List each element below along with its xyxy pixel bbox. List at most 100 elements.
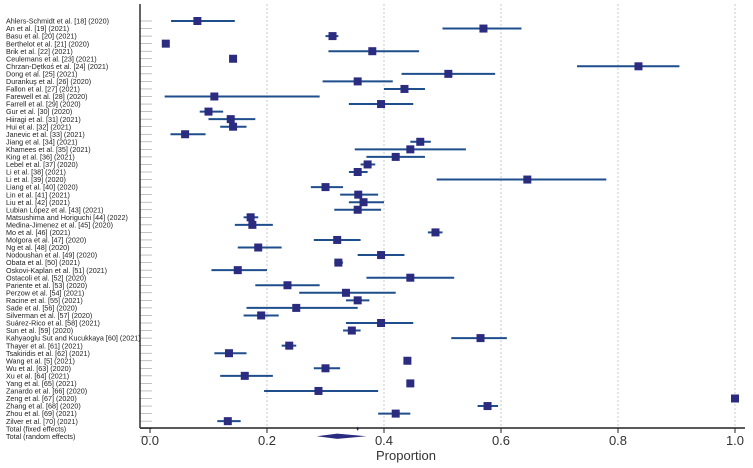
point-estimate [377,100,386,109]
x-axis-title: Proportion [376,448,436,463]
point-estimate [283,281,292,290]
study-label: Thayer et al. [61] (2021) [6,341,83,350]
x-tick-label: 0.4 [375,433,393,448]
study-label: Janevic et al. [33] (2021) [6,130,85,139]
point-estimate [377,319,386,327]
point-estimate [328,32,337,41]
point-estimate [354,190,363,199]
study-label: Ceulemans et al. [23] (2021) [6,54,97,63]
point-estimate [391,152,400,161]
study-label: Zanardo et al. [66] (2020) [6,387,87,396]
study-label: Sade et al. [56] (2020) [6,304,77,313]
gridlines [266,4,736,428]
point-estimate [476,334,485,343]
study-label: Liu et al. [42] (2021) [6,198,70,207]
study-label: Ahlers-Schmidt et al. [18] (2020) [6,17,109,26]
study-row: Wang et al. [5] (2021) [6,356,412,365]
point-estimate [377,251,386,260]
point-estimate [431,228,440,237]
point-estimate [347,326,356,335]
point-estimate [321,364,330,373]
study-row: Racine et al. [55] (2021) [6,296,370,305]
point-estimate [210,92,219,101]
point-estimate [181,130,190,139]
point-estimate [359,198,368,207]
study-row: Lin et al. [41] (2021) [6,190,379,199]
study-row: Yang et al. [65] (2021) [6,379,415,388]
study-label: Berthelot et al. [21] (2020) [6,39,89,48]
point-estimate [246,213,255,222]
study-row: Mo et al. [46] (2021) [6,228,443,237]
point-estimate [233,266,242,275]
study-row: Sade et al. [56] (2020) [6,304,358,313]
study-label: Yang et al. [65] (2021) [6,379,77,388]
x-tick-label: 0.0 [141,433,159,448]
study-label: Khamees et al. [35] (2021) [6,145,91,154]
point-estimate [193,17,202,25]
study-label: Hiiragi et al. [31] (2021) [6,115,81,124]
point-estimate [444,69,453,78]
point-estimate [634,62,643,71]
study-row: Li et al. [39] (2020) [6,175,607,184]
study-label: Matsushima and Horiguchi [44] (2022) [6,213,128,222]
point-estimate [353,168,362,176]
study-label: Zhang et al. [68] (2020) [6,402,81,411]
study-row: An et al. [19] (2021) [6,24,522,33]
point-estimate [353,77,362,86]
study-label: Dong et al. [25] (2021) [6,69,78,78]
point-estimate [314,386,323,395]
point-estimate [403,356,412,365]
study-row: Zeng et al. [67] (2020) [6,394,739,403]
study-row: Chrzan-Dętkoś et al. [24] (2021) [6,62,680,71]
point-estimate [229,122,238,131]
point-estimate [368,47,377,56]
point-estimate [731,394,739,403]
study-row: Janevic et al. [33] (2021) [6,130,206,139]
study-row: Zhou et al. [69] (2021) [6,409,411,418]
study-row: Wu et al. [63] (2020) [6,364,341,373]
study-row: Medina-Jimenez et al. [45] (2020) [6,220,273,229]
point-estimate [400,84,409,93]
study-row: Lubian López et al. [43] (2021) [6,205,382,214]
study-row: Suárez-Rico et al. [58] (2021) [6,319,414,328]
summary-diamond [356,426,359,431]
point-estimate [321,183,330,192]
study-label: Wang et al. [5] (2021) [6,356,75,365]
study-label: Obata et al. [50] (2021) [6,258,80,267]
study-label: Fallon et al. [27] (2021) [6,85,80,94]
point-estimate [523,175,532,184]
point-estimate [406,379,415,388]
study-row: Zhang et al. [68] (2020) [6,402,499,411]
point-estimate [353,296,362,305]
point-estimate [204,107,213,116]
study-label: Racine et al. [55] (2021) [6,296,83,305]
study-row: Tsakiridis et al. [62] (2021) [6,349,247,358]
point-estimate [406,273,415,282]
study-label: Zhou et al. [69] (2021) [6,409,77,418]
study-row: Farewell et al. [28] (2020) [6,92,320,101]
study-row: Zanardo et al. [66] (2020) [6,386,379,396]
pooled-label: Total (fixed effects) [6,424,66,433]
study-row: Ahlers-Schmidt et al. [18] (2020) [6,17,235,26]
study-row: Liang et al. [40] (2020) [6,183,344,192]
study-row: King et al. [36] (2021) [6,153,425,162]
study-label: Ng et al. [48] (2020) [6,243,70,252]
study-label: Suárez-Rico et al. [58] (2021) [6,319,100,328]
study-label: Molgora et al. [47] (2020) [6,236,86,245]
point-estimate [333,235,342,244]
point-estimate [334,258,343,267]
point-estimate [161,39,170,48]
study-label: Perzow et al. [54] (2021) [6,288,84,297]
pooled-label: Total (random effects) [6,432,75,441]
study-row: Ng et al. [48] (2020) [6,243,282,252]
study-row: Ceulemans et al. [23] (2021) [6,54,238,63]
study-label: King et al. [36] (2021) [6,153,75,162]
study-row: Hui et al. [32] (2021) [6,122,247,131]
point-estimate [257,311,266,320]
x-tick-label: 0.6 [492,433,510,448]
study-row: Pariente et al. [53] (2020) [6,281,320,290]
study-label: Gur et al. [30] (2020) [6,107,72,116]
study-row: Jiang et al. [34] (2021) [6,137,431,146]
study-row: Oskovi-Kaplan et al. [51] (2021) [6,266,267,275]
point-estimate [254,243,263,252]
